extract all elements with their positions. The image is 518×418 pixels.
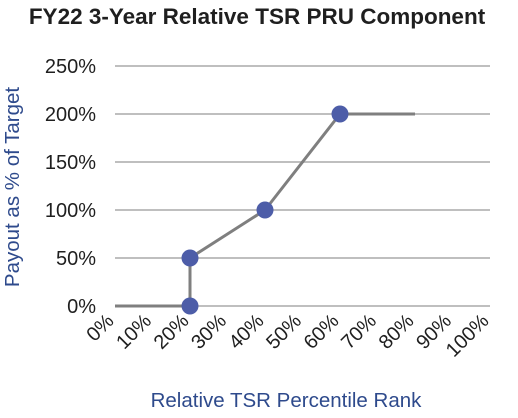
x-tick-label: 50% [262,310,306,354]
y-tick-label: 150% [45,152,96,174]
x-tick-label: 30% [187,310,231,354]
series-line-group [115,112,415,308]
x-tick-label: 40% [225,310,269,354]
x-tick-label: 10% [112,310,156,354]
data-point-marker [181,297,199,315]
series-line [115,112,415,308]
y-tick-labels: 0% 50% 100% 150% 200% 250% [45,56,96,318]
chart-title: FY22 3-Year Relative TSR PRU Component [29,4,486,29]
data-point-marker [331,105,349,123]
y-tick-label: 0% [67,296,96,318]
y-tick-label: 250% [45,56,96,78]
x-tick-label: 80% [375,310,419,354]
x-tick-label: 20% [150,310,194,354]
x-tick-label: 100% [442,310,494,362]
x-tick-label: 60% [300,310,344,354]
y-axis-label: Payout as % of Target [1,87,24,287]
data-point-marker [256,201,274,219]
x-axis-label: Relative TSR Percentile Rank [151,389,423,412]
y-tick-label: 200% [45,104,96,126]
y-tick-label: 50% [56,248,96,270]
data-point-marker [181,249,199,267]
x-tick-labels: 0%10%20%30%40%50%60%70%80%90%100% [83,310,494,362]
y-tick-label: 100% [45,200,96,222]
series-markers [181,105,349,315]
x-tick-label: 70% [337,310,381,354]
gridlines [115,65,490,307]
